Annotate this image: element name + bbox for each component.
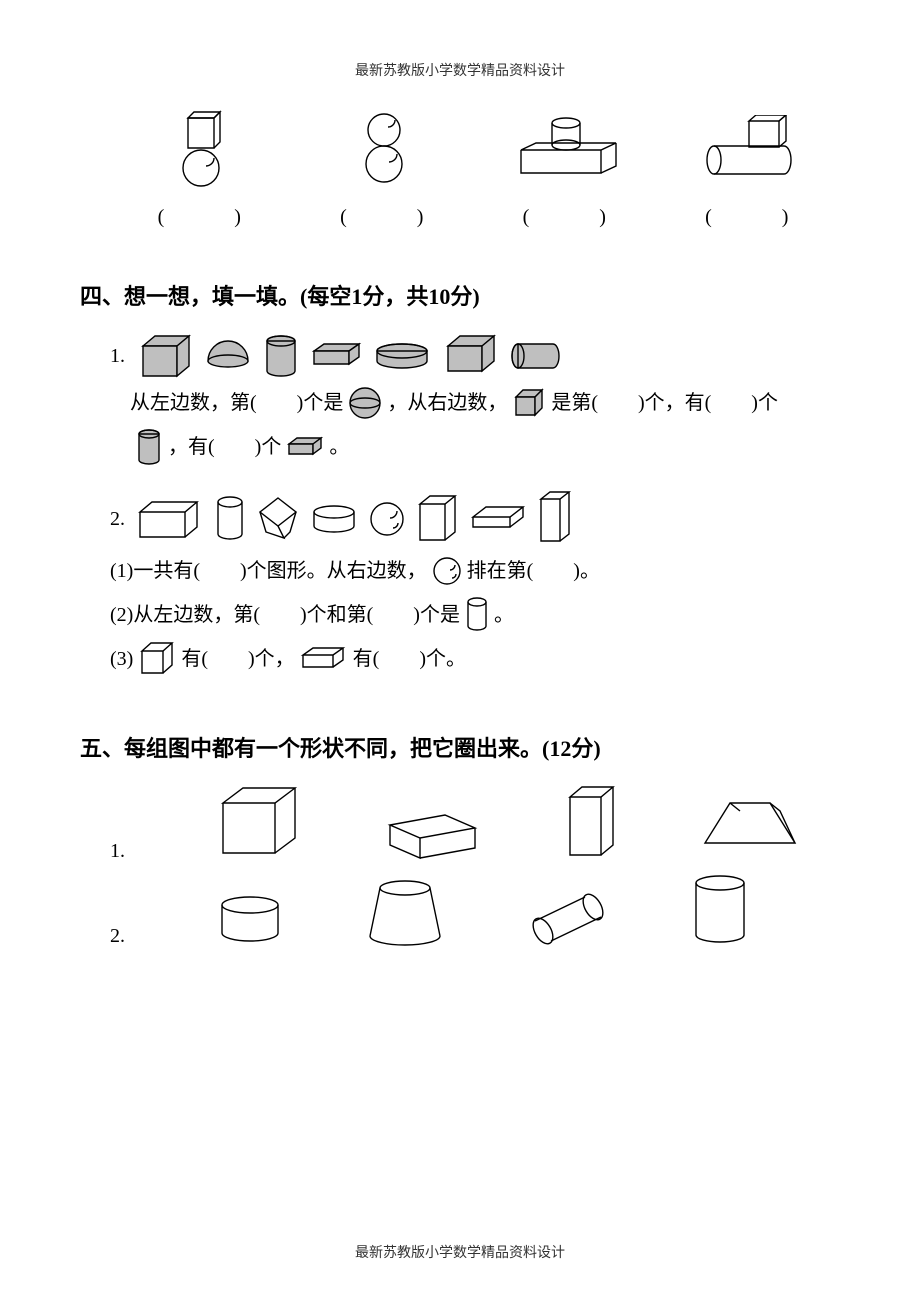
blank-3: ( ): [523, 200, 610, 229]
shaded-cube-icon: [135, 331, 195, 381]
q2-shapes: 2.: [110, 489, 840, 549]
bucket-icon: [365, 878, 445, 948]
tilted-cube-icon: [256, 494, 301, 544]
page-footer: 最新苏教版小学数学精品资料设计: [0, 1242, 920, 1262]
blank-4: ( ): [705, 200, 792, 229]
q2-sub2: (2)从左边数，第( )个和第( )个是 。: [110, 593, 840, 637]
q5-2-num: 2.: [110, 925, 125, 948]
tall-cuboid2-icon: [536, 489, 574, 549]
box2-icon: [385, 803, 485, 863]
top-shape-row: ( ) ( ): [110, 110, 840, 229]
tall-cylinder-icon: [690, 873, 750, 948]
cylinder-icon: [213, 494, 248, 544]
shaded-hemisphere-icon: [203, 331, 253, 381]
cuboid-icon: [135, 497, 205, 542]
box3-icon: [565, 783, 620, 863]
box1-icon: [215, 783, 305, 863]
cube-on-sphere-icon: [176, 110, 226, 190]
cylinder-small-icon: [464, 596, 490, 634]
q1-num: 1.: [110, 334, 125, 378]
q1-shapes: 1.: [110, 331, 840, 381]
blank-2: ( ): [340, 200, 427, 229]
q2-sub1: (1)一共有( )个图形。从右边数， 排在第( )。: [110, 549, 840, 593]
cylinder-on-cuboid-icon: [511, 115, 621, 185]
shape-item-3: ( ): [481, 110, 651, 229]
trapezoid-prism-icon: [700, 793, 800, 863]
q1-text-line2: ，有( )个 。: [130, 425, 840, 469]
q2-num: 2.: [110, 497, 125, 541]
section5-title: 五、每组图中都有一个形状不同，把它圈出来。(12分): [80, 731, 840, 763]
shape-item-1: ( ): [116, 110, 286, 229]
cube-small-icon: [137, 639, 177, 679]
shaded-flat-cylinder-icon: [372, 339, 432, 374]
thin-cuboid-icon: [468, 502, 528, 537]
shaded-cylinder-small-icon: [134, 426, 164, 468]
cuboid-small-icon: [299, 645, 349, 673]
tall-cuboid-icon: [415, 492, 460, 547]
short-cylinder-icon: [215, 893, 285, 948]
sphere-on-sphere-icon: [359, 110, 409, 190]
blank-1: ( ): [158, 200, 245, 229]
sphere-icon: [367, 499, 407, 539]
q2-sub3: (3) 有( )个， 有( )个。: [110, 637, 840, 681]
page-header: 最新苏教版小学数学精品资料设计: [80, 60, 840, 80]
q1-text-line1: 从左边数，第( )个是 ，从右边数， 是第( )个，有( )个: [130, 381, 840, 425]
section4-title: 四、想一想，填一填。(每空1分，共10分): [80, 279, 840, 311]
shaded-flat-cuboid-icon: [309, 336, 364, 376]
shaded-cylinder-icon: [261, 331, 301, 381]
tilted-cylinder-icon: [525, 893, 610, 948]
shaded-cube-small-icon: [511, 385, 547, 421]
shape-item-4: ( ): [664, 110, 834, 229]
q5-row2: 2.: [110, 873, 840, 948]
q5-row1: 1.: [110, 783, 840, 863]
q5-1-num: 1.: [110, 840, 125, 863]
shaded-flat-cuboid-small-icon: [285, 434, 325, 460]
shaded-sphere-small-icon: [347, 385, 383, 421]
flat-cylinder-icon: [309, 502, 359, 537]
cube-on-cylinder-icon: [694, 115, 804, 185]
shaded-cuboid-icon: [440, 331, 500, 381]
shape-item-2: ( ): [299, 110, 469, 229]
sphere-small-icon: [431, 555, 463, 587]
page: 最新苏教版小学数学精品资料设计 ( ): [0, 0, 920, 1302]
shaded-lying-cylinder-icon: [508, 339, 563, 374]
